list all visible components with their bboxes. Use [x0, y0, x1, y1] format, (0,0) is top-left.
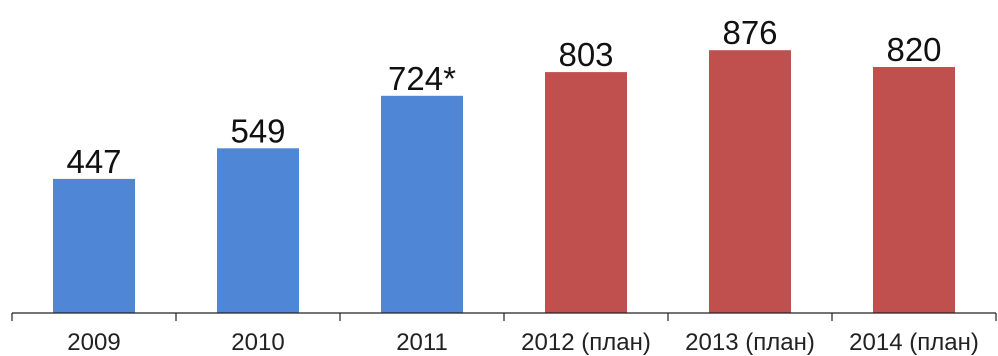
- bar-4: [545, 72, 627, 313]
- bar-3: [381, 95, 463, 313]
- bar-1: [53, 178, 135, 313]
- bar-value-label-2: 549: [230, 112, 285, 149]
- x-tick-label-2: 2010: [231, 329, 284, 356]
- bar-value-label-6: 820: [886, 31, 941, 68]
- bar-value-label-5: 876: [722, 14, 777, 51]
- x-tick-label-5: 2013 (план): [685, 329, 815, 356]
- bar-5: [709, 50, 791, 313]
- x-axis: 2009 2010 2011 2012 (план) 2013 (план) 2014 (…: [11, 312, 997, 356]
- bar-2: [217, 148, 299, 313]
- x-tick-label-3: 2011: [396, 329, 448, 356]
- bar-6: [873, 67, 955, 313]
- value-labels-group: 447 549 724* 803 876 820: [66, 14, 941, 180]
- x-tick-label-1: 2009: [67, 329, 120, 356]
- x-tick-label-6: 2014 (план): [849, 329, 979, 356]
- bar-value-label-1: 447: [66, 143, 121, 180]
- bar-value-label-3: 724*: [388, 60, 456, 97]
- bars-group: [53, 50, 955, 313]
- x-tick-label-4: 2012 (план): [521, 329, 651, 356]
- bar-value-label-4: 803: [558, 36, 613, 73]
